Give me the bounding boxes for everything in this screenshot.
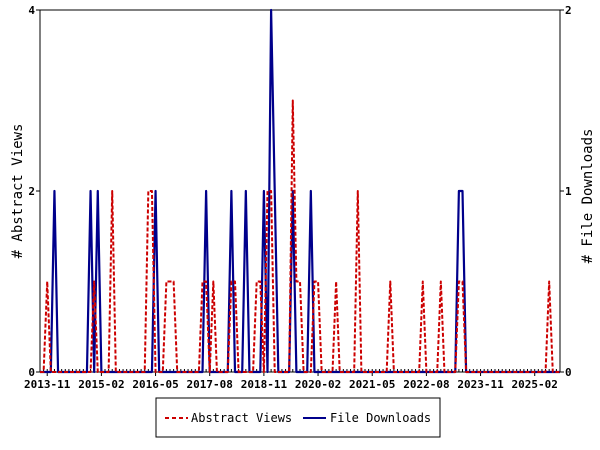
x-tick-label: 2022-08 [403,378,449,391]
x-tick-label: 2025-02 [512,378,558,391]
series-line-abstract-views [40,99,560,373]
x-tick-label: 2020-02 [295,378,341,391]
x-tick-label: 2021-05 [349,378,395,391]
y-left-tick-label: 2 [28,185,35,198]
legend: Abstract Views File Downloads [155,397,441,438]
legend-box [155,397,441,438]
y-right-tick-label: 0 [565,366,572,379]
x-tick-label: 2016-05 [132,378,178,391]
y-left-axis-title: # Abstract Views [10,124,26,259]
legend-label-abstract-views: Abstract Views [191,411,292,425]
y-left-tick-label: 0 [28,366,35,379]
legend-label-file-downloads: File Downloads [330,411,431,425]
series-lines [40,8,560,374]
x-tick-label: 2015-02 [78,378,124,391]
x-tick-label: 2023-11 [457,378,504,391]
y-right-axis-title: # File Downloads [580,129,596,264]
y-left-tick-label: 4 [28,4,35,17]
x-tick-label: 2018-11 [241,378,288,391]
x-tick-label: 2017-08 [187,378,233,391]
tick-labels: 2013-11 2015-02 2016-05 2017-08 2018-11 2020-… [24,4,572,391]
plot-area [39,9,561,373]
x-tick-label: 2013-11 [24,378,71,391]
y-right-tick-label: 1 [565,185,572,198]
y-right-tick-label: 2 [565,4,572,17]
series-line-file-downloads [40,8,560,374]
